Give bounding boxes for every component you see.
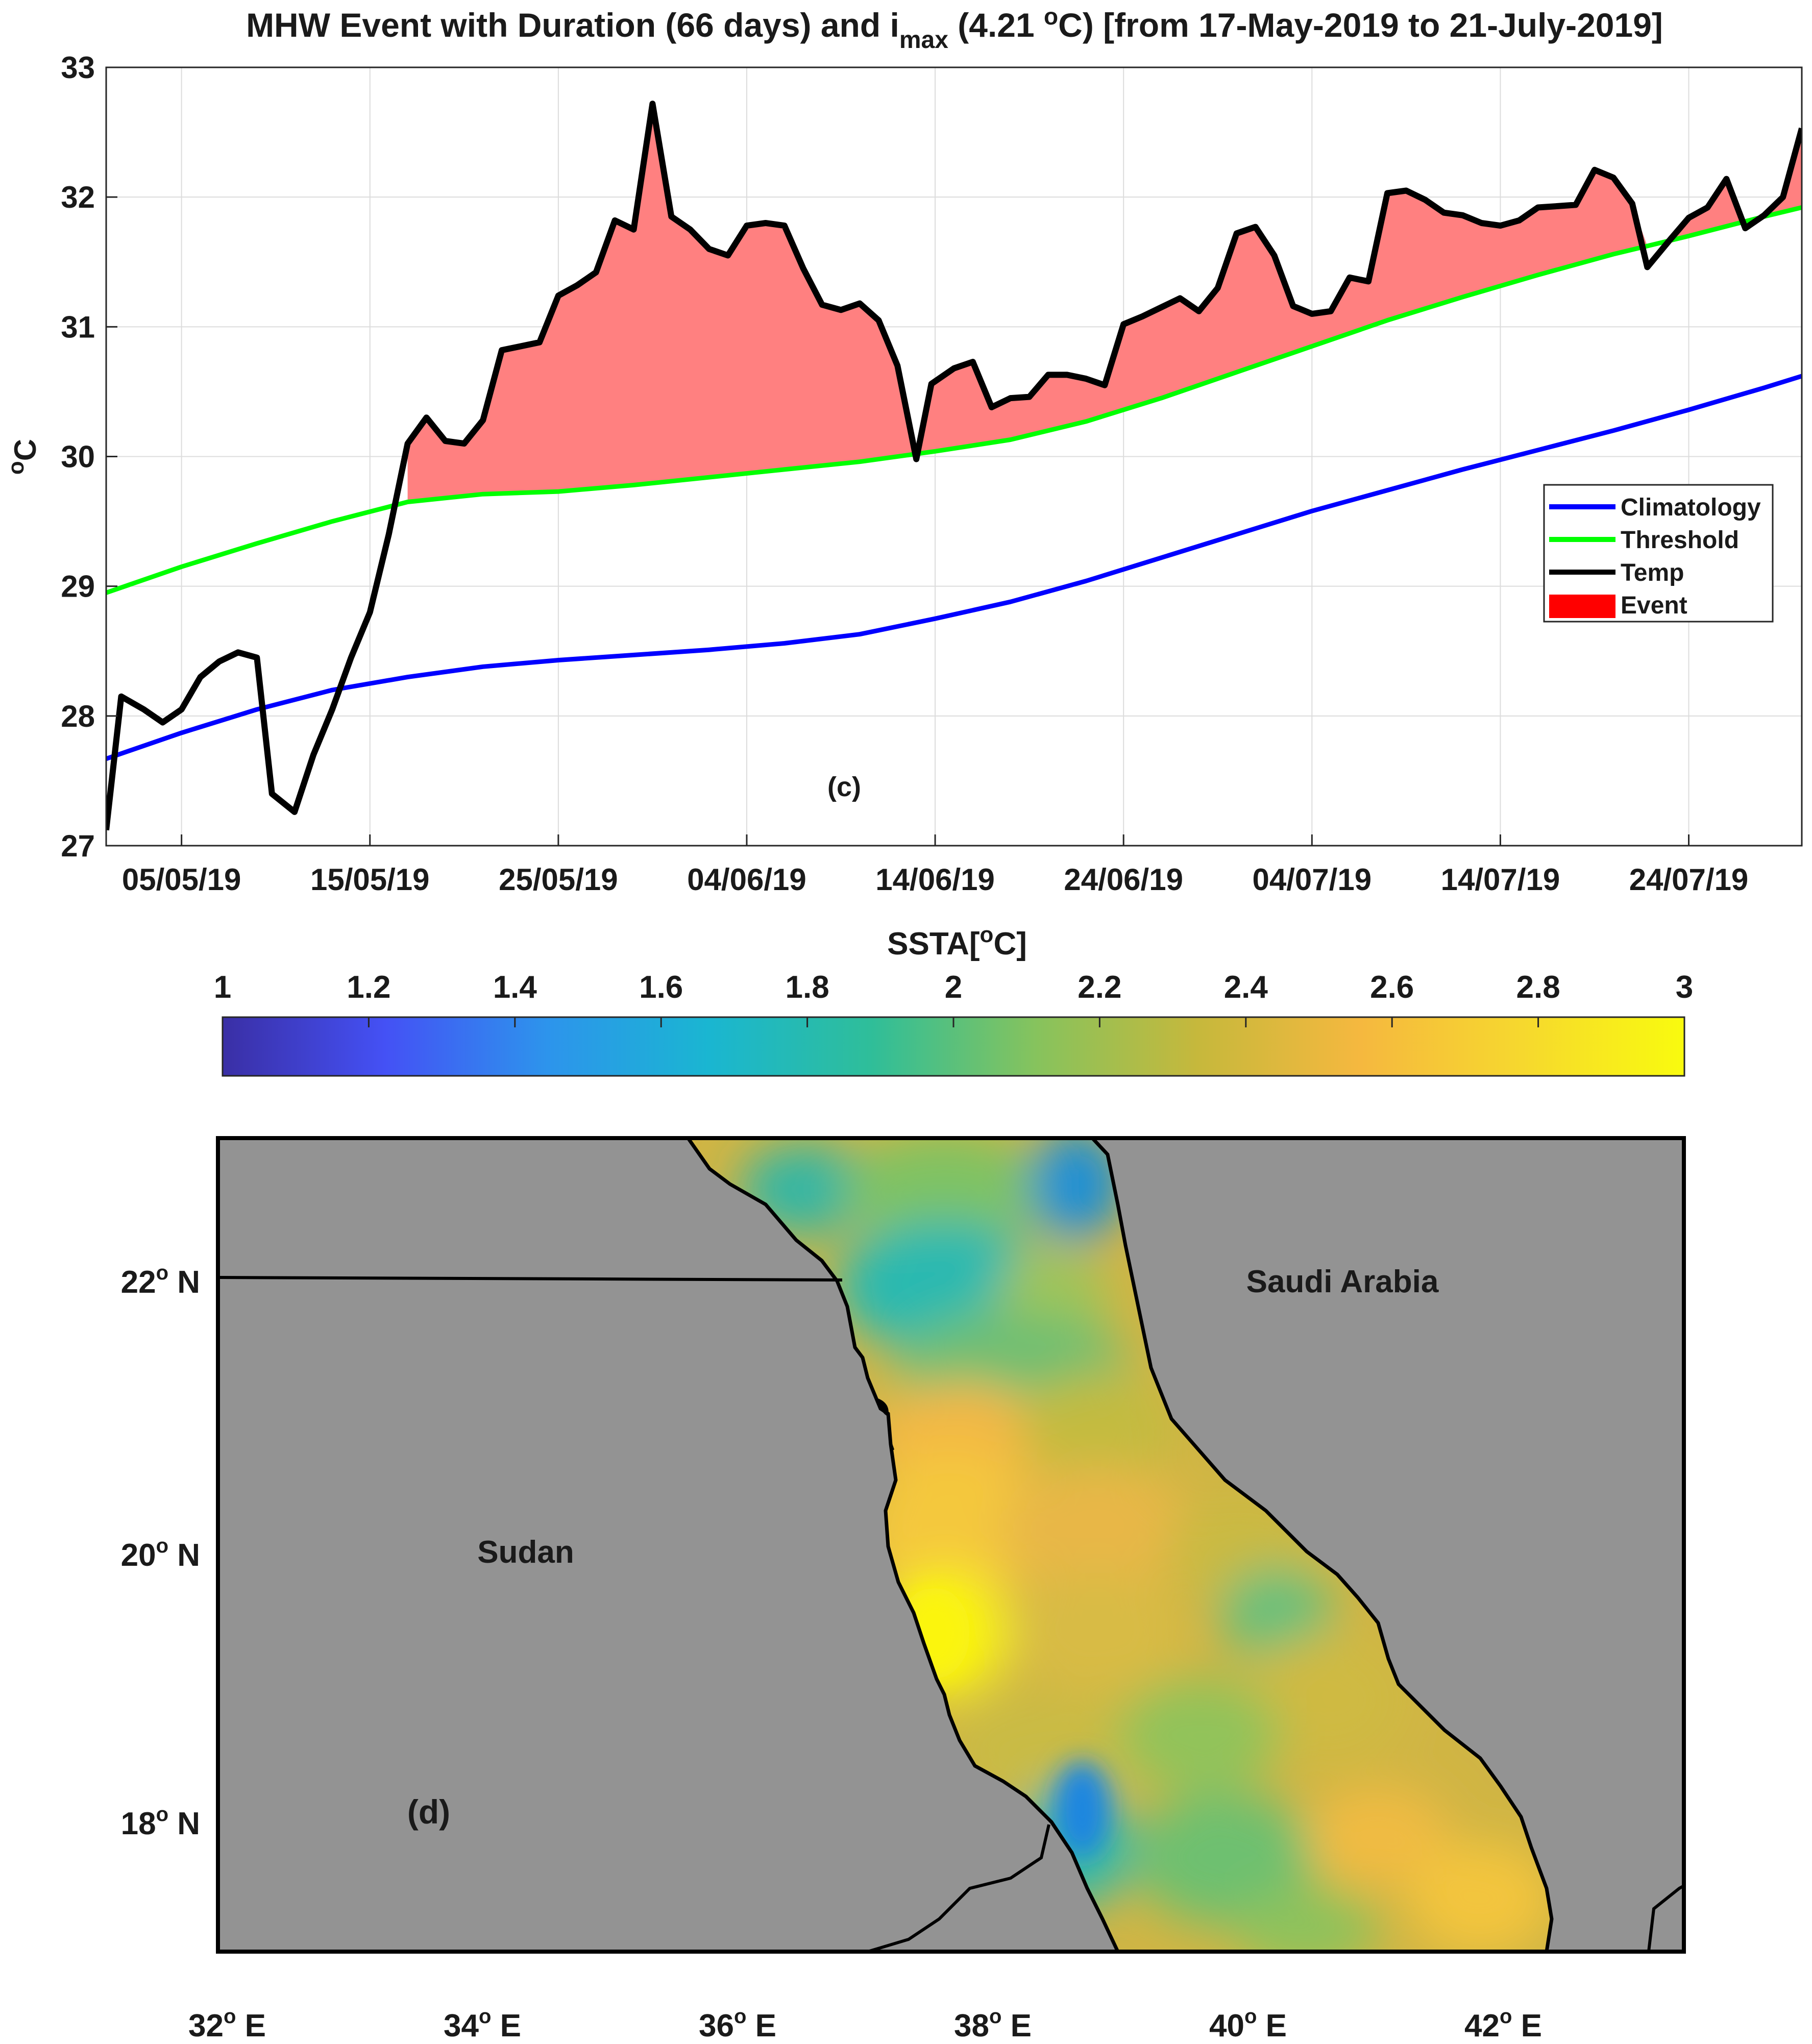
colorbar-bar [222, 1016, 1685, 1077]
latitude-label: 22o N [121, 1262, 200, 1300]
colorbar-tick-label: 3 [1676, 970, 1693, 1005]
colorbar: SSTA[oC] 1 1.2 1.4 1.6 1.8 2 2.2 2.4 2.6 2.8 3 [214, 922, 1693, 1077]
heat-blob [1054, 1761, 1110, 1858]
heat-blob [1235, 1888, 1378, 1952]
heat-blob [842, 1138, 1046, 1245]
y-tick-label: 33 [61, 51, 95, 85]
longitude-label: 42o E [1464, 2005, 1542, 2043]
region-label-saudi-arabia: Saudi Arabia [1246, 1264, 1439, 1299]
x-axis-ticks: 05/05/19 15/05/19 25/05/19 04/06/19 14/06/19… [122, 834, 1748, 897]
longitude-label: 34o E [444, 2005, 521, 2043]
heat-blob [863, 1449, 1036, 1613]
island [891, 1439, 894, 1452]
panel-label-c: (c) [827, 772, 861, 802]
legend-label: Event [1621, 592, 1687, 619]
y-tick-label: 29 [61, 570, 95, 604]
legend-item-temp: Temp [1549, 559, 1684, 586]
colorbar-tick-label: 2.2 [1078, 970, 1121, 1005]
region-label-sudan: Sudan [477, 1535, 574, 1570]
y-axis-label: oC [4, 439, 42, 475]
climatology-line [106, 374, 1802, 761]
legend-label: Temp [1621, 559, 1684, 586]
colorbar-tick-label: 1.2 [347, 970, 390, 1005]
legend-swatch [1549, 595, 1615, 618]
coastline-west [687, 1138, 1120, 1952]
colorbar-ticks: 1 1.2 1.4 1.6 1.8 2 2.2 2.4 2.6 2.8 3 [214, 970, 1693, 1027]
heat-blob [1021, 1373, 1174, 1485]
ssta-map: Saudi Arabia Sudan (d) 22o N 20o N 18o N 3… [121, 1136, 1686, 2043]
colorbar-tick-label: 1.8 [785, 970, 829, 1005]
colorbar-tick-label: 1 [214, 970, 231, 1005]
x-tick-label: 14/07/19 [1441, 863, 1560, 897]
x-tick-label: 14/06/19 [875, 863, 995, 897]
longitude-label: 38o E [954, 2005, 1032, 2043]
longitude-labels: 32o E 34o E 36o E 38o E 40o E 42o E [188, 2005, 1542, 2043]
heat-blob [1118, 1679, 1281, 1791]
x-tick-label: 04/06/19 [687, 863, 806, 897]
land-mask-east [1092, 1138, 1684, 1952]
legend: Climatology Threshold Temp Event [1543, 484, 1774, 623]
longitude-label: 32o E [188, 2005, 266, 2043]
temp-line [106, 101, 1802, 831]
y-tick-label: 32 [61, 180, 95, 214]
border-egypt-sudan [218, 1276, 843, 1282]
x-tick-label: 25/05/19 [499, 863, 618, 897]
heat-blob [1307, 1786, 1450, 1888]
colorbar-title: SSTA[oC] [887, 922, 1027, 962]
colorbar-tick-label: 1.4 [493, 970, 537, 1005]
event-area [407, 104, 1802, 502]
heat-blob [1011, 1572, 1184, 1694]
legend-item-threshold: Threshold [1549, 527, 1739, 554]
legend-label: Climatology [1621, 494, 1761, 521]
y-axis-ticks: 27 28 29 30 31 32 33 [61, 51, 117, 863]
x-tick-label: 05/05/19 [122, 863, 241, 897]
coast-southeast [1647, 1884, 1684, 1952]
longitude-label: 40o E [1209, 2005, 1287, 2043]
y-tick-label: 31 [61, 310, 95, 344]
heat-blob [1133, 1791, 1317, 1924]
colorbar-tick-label: 2.8 [1516, 970, 1560, 1005]
colorbar-tick-label: 1.6 [639, 970, 683, 1005]
y-tick-label: 27 [61, 829, 95, 863]
colorbar-tick-label: 2.4 [1224, 970, 1268, 1005]
colorbar-tick-label: 2.6 [1370, 970, 1414, 1005]
x-tick-label: 15/05/19 [310, 863, 430, 897]
latitude-label: 20o N [121, 1535, 200, 1573]
land-mask-west [218, 1138, 1118, 1952]
latitude-labels: 22o N 20o N 18o N [121, 1262, 200, 1841]
island [878, 1398, 889, 1416]
coastline-east [1091, 1138, 1554, 1952]
heat-blob [1031, 1138, 1123, 1240]
sea-anomaly-field [688, 1138, 1552, 1952]
heat-blob [1245, 1633, 1409, 1766]
heat-blob [1220, 1567, 1332, 1659]
y-tick-label: 28 [61, 699, 95, 733]
chart-title: MHW Event with Duration (66 days) and im… [246, 3, 1663, 54]
border-sudan-eritrea [867, 1824, 1050, 1952]
heat-blob [1000, 1465, 1194, 1597]
x-tick-label: 24/06/19 [1064, 863, 1183, 897]
longitude-label: 36o E [699, 2005, 776, 2043]
legend-label: Threshold [1621, 527, 1739, 554]
panel-label-d: (d) [407, 1793, 450, 1831]
colorbar-tick-label: 2 [945, 970, 962, 1005]
map-frame [216, 1136, 1686, 1954]
latitude-label: 18o N [121, 1803, 200, 1841]
legend-item-event: Event [1549, 592, 1687, 619]
y-tick-label: 30 [61, 440, 95, 474]
x-tick-label: 04/07/19 [1253, 863, 1372, 897]
x-tick-label: 24/07/19 [1629, 863, 1749, 897]
heat-blob [1409, 1842, 1552, 1952]
legend-item-climatology: Climatology [1549, 494, 1761, 521]
